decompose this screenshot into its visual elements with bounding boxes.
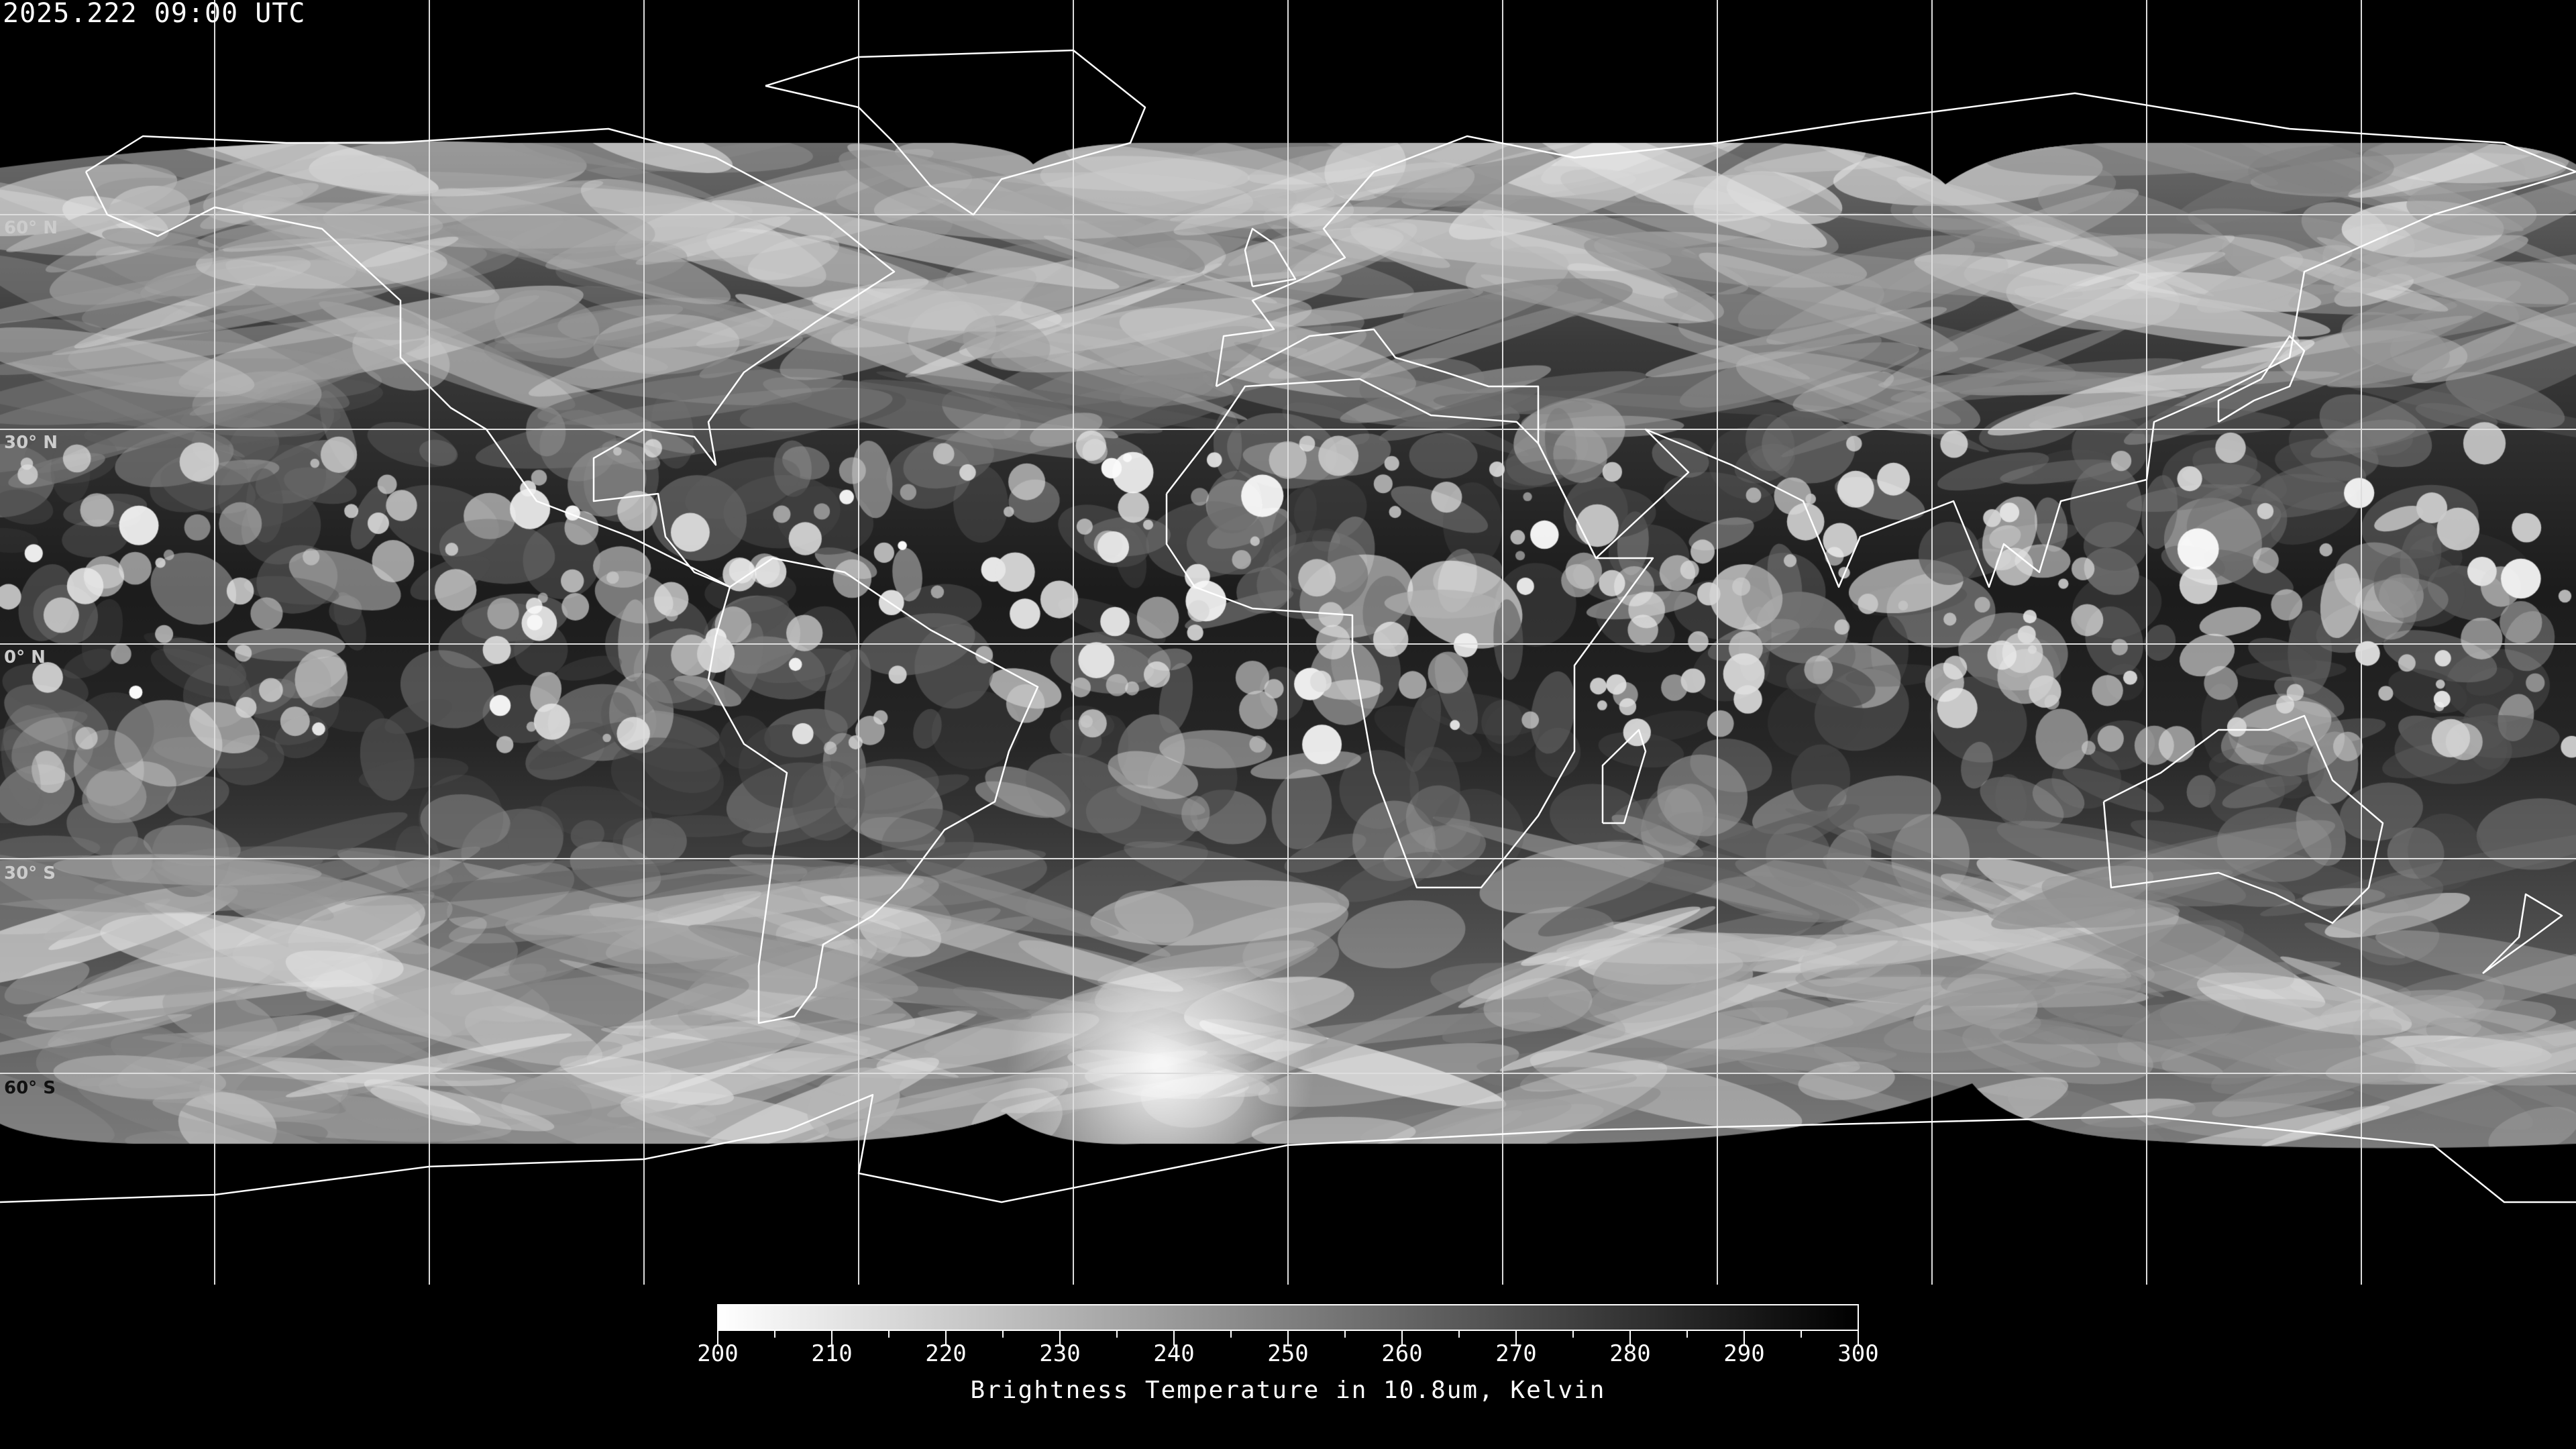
- colorbar-tick: [1287, 1331, 1289, 1346]
- coastline-australia: [2102, 714, 2384, 924]
- colorbar-tick: [1686, 1331, 1688, 1338]
- colorbar-tick-label: 300: [1837, 1340, 1879, 1367]
- coastline-greenland: [765, 49, 1146, 216]
- colorbar-tick-label: 250: [1267, 1340, 1309, 1367]
- colorbar-tick-label: 260: [1381, 1340, 1423, 1367]
- satellite-map: 60° N 30° N 0° N 30° S 60° S: [0, 0, 2576, 1288]
- lat-label-30n: 30° N: [4, 433, 58, 453]
- coastline-africa: [1165, 378, 1654, 889]
- colorbar-tick: [1629, 1331, 1631, 1346]
- colorbar-tick: [1572, 1331, 1574, 1338]
- colorbar-tick: [1344, 1331, 1346, 1338]
- colorbar-tick: [1743, 1331, 1745, 1346]
- coastline-north-america: [85, 127, 896, 588]
- colorbar-title: Brightness Temperature in 10.8um, Kelvin: [970, 1377, 1606, 1404]
- colorbar-tick: [717, 1331, 718, 1346]
- coastline-new-zealand: [2482, 893, 2563, 975]
- colorbar-tick-label: 290: [1723, 1340, 1765, 1367]
- coastline-antarctica: [0, 1093, 2576, 1203]
- timestamp: 2025.222 09:00 UTC: [3, 0, 306, 29]
- colorbar-tick-label: 210: [811, 1340, 853, 1367]
- coastline-south-america: [707, 557, 1039, 1024]
- coastline-europe-asia: [1215, 92, 2576, 588]
- colorbar-tick: [1002, 1331, 1004, 1338]
- colorbar-tick: [1515, 1331, 1517, 1346]
- colorbar-tick: [1059, 1331, 1061, 1346]
- colorbar-tick: [1801, 1331, 1802, 1338]
- colorbar-tick-label: 280: [1609, 1340, 1651, 1367]
- coastline-japan: [2217, 335, 2306, 423]
- coastline-uk: [1244, 227, 1297, 288]
- colorbar-tick-label: 270: [1495, 1340, 1537, 1367]
- colorbar-tick-label: 200: [697, 1340, 739, 1367]
- colorbar-tick: [945, 1331, 947, 1346]
- colorbar-tick: [831, 1331, 833, 1346]
- lat-label-0n: 0° N: [4, 647, 46, 667]
- colorbar-tick: [1458, 1331, 1460, 1338]
- colorbar-tick: [774, 1331, 775, 1338]
- coastline-madagascar: [1601, 729, 1647, 824]
- colorbar-tick: [888, 1331, 890, 1338]
- colorbar-tick-label: 220: [925, 1340, 967, 1367]
- lat-label-60n: 60° N: [4, 218, 58, 238]
- colorbar-tick: [1173, 1331, 1175, 1346]
- colorbar: [717, 1304, 1859, 1331]
- colorbar-tick: [1401, 1331, 1403, 1346]
- lat-label-60s: 60° S: [4, 1078, 56, 1098]
- colorbar-tick: [1858, 1331, 1859, 1346]
- colorbar-tick: [1116, 1331, 1118, 1338]
- lat-label-30s: 30° S: [4, 863, 56, 883]
- colorbar-tick-label: 240: [1153, 1340, 1195, 1367]
- colorbar-tick: [1230, 1331, 1232, 1338]
- colorbar-tick-label: 230: [1039, 1340, 1081, 1367]
- graticule-and-coastlines: [0, 0, 2576, 1285]
